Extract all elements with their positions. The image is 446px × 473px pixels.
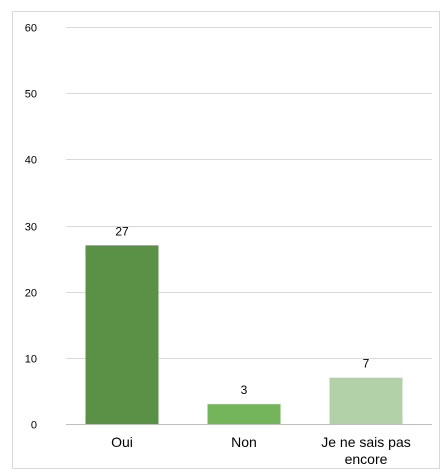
bar-je-ne-sais-pas-encore (329, 377, 403, 424)
bars (85, 245, 403, 424)
bar-oui (85, 245, 159, 424)
y-tick-label: 60 (25, 23, 37, 35)
category-label: Oui (111, 434, 133, 450)
data-label: 7 (363, 357, 370, 371)
y-tick-label: 40 (25, 155, 37, 167)
y-axis-tick-labels: 0 10 20 30 40 50 60 (25, 23, 37, 432)
data-labels: 27 3 7 (115, 224, 369, 397)
data-label: 3 (241, 383, 248, 397)
data-label: 27 (115, 224, 129, 238)
y-tick-label: 20 (25, 288, 37, 300)
y-tick-label: 50 (25, 89, 37, 101)
y-tick-label: 10 (25, 354, 37, 366)
category-label: Je ne sais pas (321, 434, 411, 450)
y-tick-label: 0 (31, 420, 37, 432)
category-label: encore (345, 451, 388, 467)
y-tick-label: 30 (25, 222, 37, 234)
category-label: Non (231, 434, 257, 450)
bar-non (207, 404, 281, 424)
